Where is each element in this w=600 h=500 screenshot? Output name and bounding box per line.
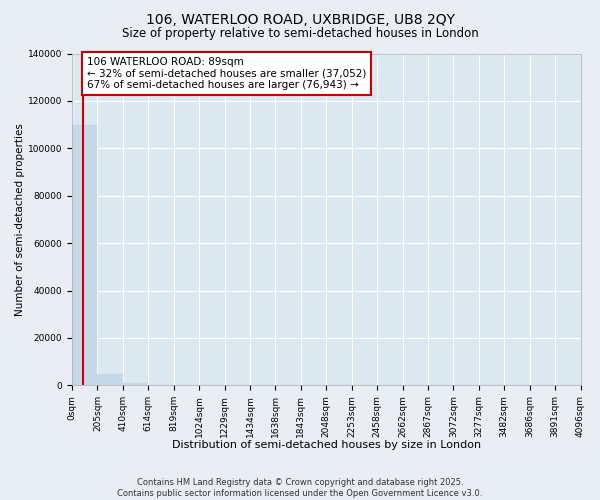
Text: Size of property relative to semi-detached houses in London: Size of property relative to semi-detach… [122,28,478,40]
X-axis label: Distribution of semi-detached houses by size in London: Distribution of semi-detached houses by … [172,440,481,450]
Text: 106, WATERLOO ROAD, UXBRIDGE, UB8 2QY: 106, WATERLOO ROAD, UXBRIDGE, UB8 2QY [146,12,455,26]
Bar [123,384,148,386]
Bar [97,374,123,386]
Bar [72,124,97,386]
Text: Contains HM Land Registry data © Crown copyright and database right 2025.
Contai: Contains HM Land Registry data © Crown c… [118,478,482,498]
Text: 106 WATERLOO ROAD: 89sqm
← 32% of semi-detached houses are smaller (37,052)
67% : 106 WATERLOO ROAD: 89sqm ← 32% of semi-d… [87,57,366,90]
Y-axis label: Number of semi-detached properties: Number of semi-detached properties [15,123,25,316]
